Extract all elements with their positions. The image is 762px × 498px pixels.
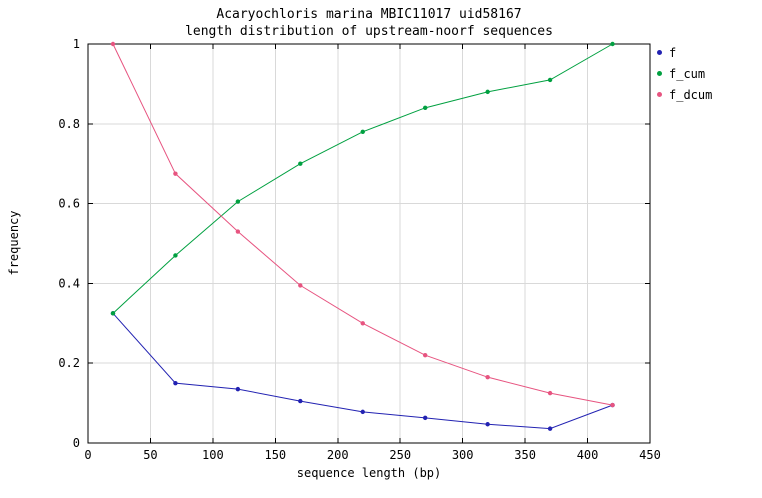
- series-point-f: [485, 422, 490, 427]
- chart-title: Acaryochloris marina MBIC11017 uid58167 …: [88, 6, 650, 40]
- series-point-f: [360, 409, 365, 415]
- legend-label-f_cum: f_cum: [669, 66, 706, 81]
- legend-item-f: f: [657, 42, 712, 63]
- series-point-f: [235, 386, 241, 392]
- x-tick-label: 400: [577, 448, 599, 462]
- series-point-f_dcum: [610, 402, 615, 408]
- series-point-f_dcum: [547, 390, 553, 396]
- series-point-f_cum: [610, 41, 615, 47]
- series-line-f_dcum: [112, 43, 613, 406]
- series-point-f: [547, 426, 553, 431]
- legend-item-f_dcum: f_dcum: [657, 84, 712, 105]
- series-point-f_dcum: [360, 321, 365, 326]
- series-point-f_dcum: [423, 353, 428, 358]
- series-point-f_dcum: [173, 171, 178, 176]
- legend: f f_cum f_dcum: [657, 42, 712, 105]
- y-tick-label: 0.2: [58, 356, 80, 370]
- series-point-f_cum: [360, 129, 365, 134]
- series-point-f_cum: [235, 199, 241, 204]
- y-tick-label: 0: [73, 436, 80, 450]
- x-tick-label: 200: [327, 448, 349, 462]
- x-tick-label: 250: [389, 448, 411, 462]
- legend-item-f_cum: f_cum: [657, 63, 712, 84]
- x-tick-label: 300: [452, 448, 474, 462]
- series-point-f: [173, 380, 178, 386]
- x-tick-label: 450: [639, 448, 661, 462]
- legend-marker-f: [657, 50, 662, 55]
- series-point-f: [298, 398, 303, 404]
- series-point-f_cum: [110, 311, 116, 316]
- y-tick-label: 1: [73, 37, 80, 51]
- series-point-f_dcum: [110, 41, 116, 47]
- series-point-f_cum: [423, 105, 428, 111]
- plot-border: [87, 43, 651, 444]
- legend-label-f: f: [669, 45, 677, 60]
- y-tick-label: 0.4: [58, 276, 80, 290]
- x-tick-label: 150: [264, 448, 286, 462]
- series-point-f_cum: [485, 89, 490, 95]
- series-point-f_dcum: [235, 229, 241, 234]
- x-axis-label: sequence length (bp): [296, 466, 442, 480]
- series-point-f_cum: [547, 77, 553, 83]
- legend-marker-f_cum: [657, 71, 662, 76]
- y-tick-label: 0.8: [58, 117, 80, 131]
- legend-marker-f_dcum: [657, 92, 662, 97]
- series-point-f_cum: [173, 253, 178, 258]
- series-point-f_cum: [298, 161, 303, 166]
- y-tick-label: 0.6: [58, 197, 80, 211]
- x-tick-label: 100: [202, 448, 224, 462]
- legend-label-f_dcum: f_dcum: [669, 87, 713, 102]
- series-point-f_dcum: [485, 374, 490, 380]
- x-tick-label: 350: [514, 448, 536, 462]
- series-point-f_dcum: [298, 283, 303, 288]
- series-point-f: [423, 415, 428, 421]
- chart-title-line2: length distribution of upstream-noorf se…: [185, 24, 553, 39]
- x-tick-label: 50: [143, 448, 157, 462]
- x-tick-label: 0: [84, 448, 91, 462]
- chart-title-line1: Acaryochloris marina MBIC11017 uid58167: [216, 7, 522, 22]
- series-line-f_cum: [112, 43, 613, 314]
